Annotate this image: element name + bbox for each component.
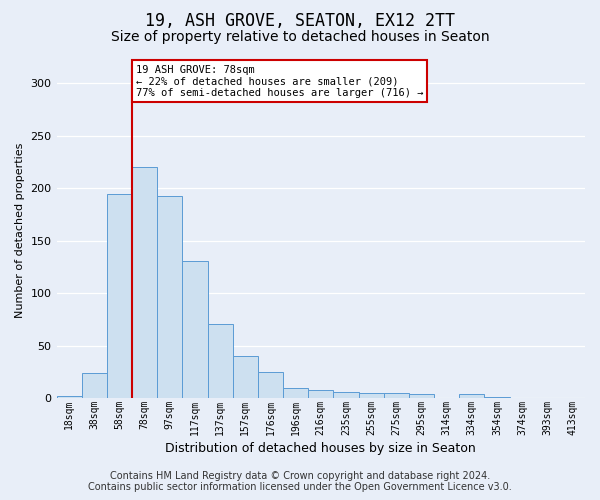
Text: 19 ASH GROVE: 78sqm
← 22% of detached houses are smaller (209)
77% of semi-detac: 19 ASH GROVE: 78sqm ← 22% of detached ho…	[136, 64, 424, 98]
Bar	[182, 261, 208, 398]
Bar	[132, 168, 157, 398]
X-axis label: Distribution of detached houses by size in Seaton: Distribution of detached houses by size …	[166, 442, 476, 455]
Y-axis label: Number of detached properties: Number of detached properties	[15, 143, 25, 318]
Bar	[258, 372, 283, 398]
Bar	[82, 373, 107, 398]
Bar	[107, 194, 132, 398]
Bar	[459, 394, 484, 398]
Bar	[409, 394, 434, 398]
Text: Contains HM Land Registry data © Crown copyright and database right 2024.
Contai: Contains HM Land Registry data © Crown c…	[88, 471, 512, 492]
Bar	[334, 392, 359, 398]
Bar	[383, 393, 409, 398]
Text: Size of property relative to detached houses in Seaton: Size of property relative to detached ho…	[110, 30, 490, 44]
Bar	[359, 393, 383, 398]
Bar	[157, 196, 182, 398]
Bar	[308, 390, 334, 398]
Bar	[233, 356, 258, 399]
Text: 19, ASH GROVE, SEATON, EX12 2TT: 19, ASH GROVE, SEATON, EX12 2TT	[145, 12, 455, 30]
Bar	[56, 396, 82, 398]
Bar	[208, 324, 233, 398]
Bar	[283, 388, 308, 398]
